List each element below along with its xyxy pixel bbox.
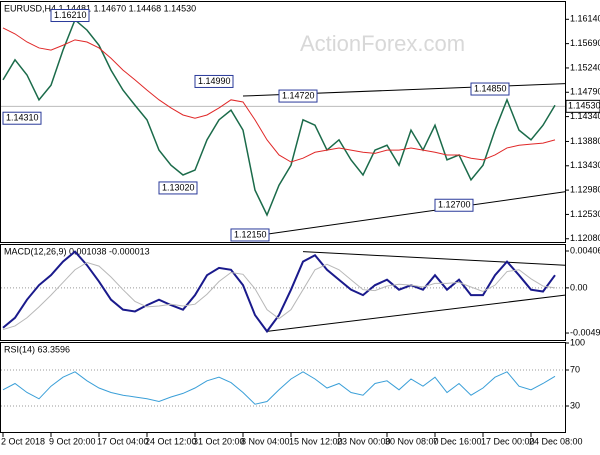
y-tick-label: -0.004981 xyxy=(570,327,600,337)
trendline xyxy=(266,294,566,332)
y-tick-label: 1.12530 xyxy=(570,209,600,219)
series-line xyxy=(2,250,556,334)
x-tick-label: 30 Nov 08:00 xyxy=(385,436,439,446)
y-tick-label: 100 xyxy=(570,337,585,347)
x-tick-label: 7 Dec 16:00 xyxy=(433,436,482,446)
annotation-label: 1.12700 xyxy=(438,200,471,210)
y-tick-label: 70 xyxy=(570,364,580,374)
x-tick-label: 9 Oct 20:00 xyxy=(49,436,96,446)
y-tick-label: 1.12980 xyxy=(570,184,600,194)
y-tick-label: 1.12080 xyxy=(570,233,600,243)
panel-title: MACD(12,26,9) 0.001038 -0.000013 xyxy=(4,246,150,256)
last-price-label: 1.14530 xyxy=(568,101,600,111)
panel-title: RSI(14) 63.3596 xyxy=(4,344,70,354)
y-tick-label: 30 xyxy=(570,400,580,410)
annotation-box xyxy=(278,89,318,103)
x-tick-label: 24 Dec 08:00 xyxy=(529,436,583,446)
annotation-label: 1.16210 xyxy=(54,10,87,20)
trendline xyxy=(302,251,566,266)
annotation-box xyxy=(158,181,198,195)
y-tick-label: 1.14340 xyxy=(570,111,600,121)
x-tick-label: 2 Oct 2018 xyxy=(1,436,45,446)
y-tick-label: 0.00 xyxy=(570,282,588,292)
y-tick-label: 1.15240 xyxy=(570,62,600,72)
x-tick-label: 23 Nov 00:00 xyxy=(337,436,391,446)
annotation-label: 1.14990 xyxy=(198,76,231,86)
series-line xyxy=(2,261,556,331)
x-tick-label: 15 Nov 12:00 xyxy=(289,436,343,446)
trendline xyxy=(260,191,566,236)
macd-panel xyxy=(0,244,566,341)
price-panel xyxy=(0,1,566,243)
y-tick-label: 1.15690 xyxy=(570,38,600,48)
annotation-box xyxy=(470,82,510,96)
annotation-box xyxy=(230,228,270,242)
x-tick-label: 24 Oct 12:00 xyxy=(145,436,197,446)
panel-title: EURUSD,H4 1.14481 1.14670 1.14468 1.1453… xyxy=(4,3,196,13)
y-tick-label: 1.16140 xyxy=(570,14,600,24)
watermark: ActionForex.com xyxy=(300,31,465,56)
annotation-label: 1.12150 xyxy=(234,229,267,239)
annotation-box xyxy=(434,198,474,212)
x-tick-label: 17 Dec 00:00 xyxy=(481,436,535,446)
annotation-label: 1.14850 xyxy=(474,83,507,93)
x-tick-label: 8 Nov 04:00 xyxy=(241,436,290,446)
annotation-label: 1.14720 xyxy=(282,90,315,100)
rsi-panel xyxy=(0,342,566,433)
last-price-box xyxy=(565,99,600,113)
annotation-label: 1.13020 xyxy=(162,182,195,192)
x-tick-label: 17 Oct 04:00 xyxy=(97,436,149,446)
annotation-box xyxy=(50,9,90,23)
series-line xyxy=(2,18,556,217)
series-line xyxy=(2,27,556,163)
x-tick-label: 31 Oct 20:00 xyxy=(193,436,245,446)
annotation-box xyxy=(194,74,234,88)
y-tick-label: 1.13880 xyxy=(570,136,600,146)
y-tick-label: 1.14790 xyxy=(570,87,600,97)
annotation-box xyxy=(2,111,42,125)
series-line xyxy=(2,371,556,405)
y-tick-label: 1.13430 xyxy=(570,160,600,170)
annotation-label: 1.14310 xyxy=(6,113,39,123)
y-tick-label: 0.004069 xyxy=(570,245,600,255)
